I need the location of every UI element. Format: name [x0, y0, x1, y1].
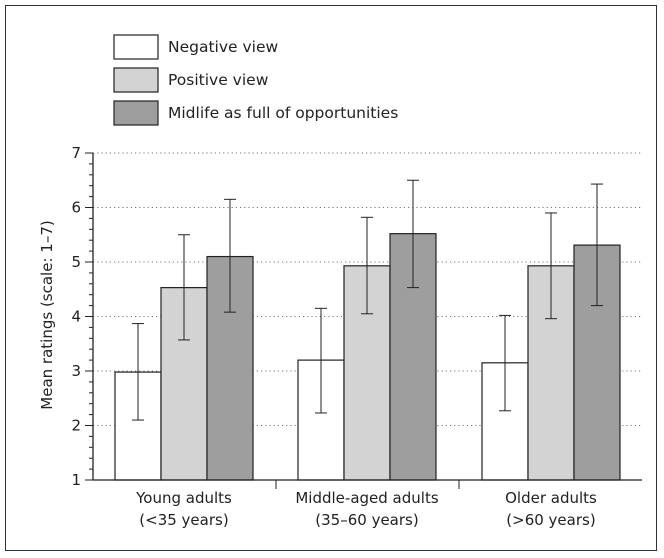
y-tick-label-1: 1 — [71, 471, 81, 489]
y-tick-label-2: 2 — [71, 417, 81, 435]
y-axis-title: Mean ratings (scale: 1–7) — [38, 220, 56, 409]
error-bars — [132, 179, 603, 421]
y-tick-label-4: 4 — [71, 308, 81, 326]
axes: 1 2 3 4 5 6 7 Young adults (<35 years) Middle-age… — [71, 144, 642, 529]
figure-frame — [5, 5, 657, 551]
x-tick-label-2-1: (>60 years) — [506, 511, 595, 529]
legend-swatch-1 — [113, 67, 159, 93]
x-tick-label-2-0: Older adults — [505, 489, 597, 507]
legend-label-0: Negative view — [168, 38, 279, 56]
y-tick-label-3: 3 — [71, 362, 81, 380]
x-tick-label-1-1: (35–60 years) — [315, 511, 418, 529]
legend-label-2: Midlife as full of opportunities — [168, 104, 398, 122]
y-tick-label-6: 6 — [71, 199, 81, 217]
x-tick-label-0-0: Young adults — [135, 489, 232, 507]
y-tick-label-7: 7 — [71, 144, 81, 162]
x-tick-label-1-0: Middle-aged adults — [295, 489, 438, 507]
y-tick-label-5: 5 — [71, 253, 81, 271]
x-tick-label-0-1: (<35 years) — [139, 511, 228, 529]
legend-swatch-0 — [113, 34, 159, 60]
legend-swatch-2 — [113, 100, 159, 126]
legend: Negative view Positive view Midlife as ful… — [113, 34, 398, 126]
legend-label-1: Positive view — [168, 71, 269, 89]
